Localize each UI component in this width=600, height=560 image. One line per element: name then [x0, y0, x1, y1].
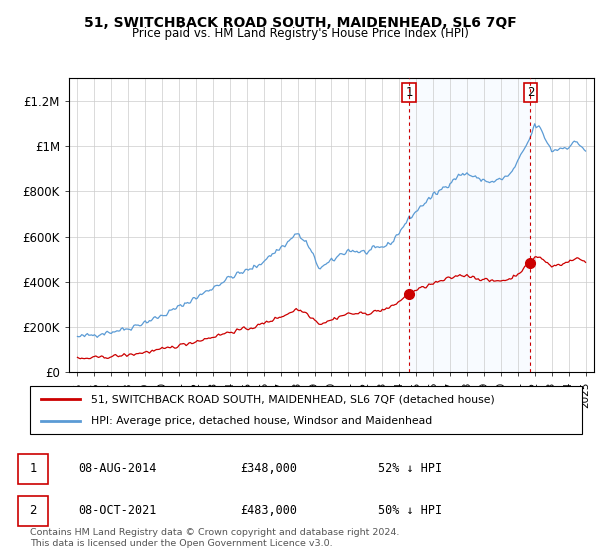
Bar — [409, 78, 530, 372]
Text: £483,000: £483,000 — [240, 505, 297, 517]
Text: Contains HM Land Registry data © Crown copyright and database right 2024.
This d: Contains HM Land Registry data © Crown c… — [30, 528, 400, 548]
Text: 51, SWITCHBACK ROAD SOUTH, MAIDENHEAD, SL6 7QF: 51, SWITCHBACK ROAD SOUTH, MAIDENHEAD, S… — [83, 16, 517, 30]
Text: 2: 2 — [527, 86, 534, 99]
Text: 2: 2 — [29, 505, 37, 517]
Text: Price paid vs. HM Land Registry's House Price Index (HPI): Price paid vs. HM Land Registry's House … — [131, 27, 469, 40]
Text: £348,000: £348,000 — [240, 463, 297, 475]
Text: 52% ↓ HPI: 52% ↓ HPI — [378, 463, 442, 475]
Text: 1: 1 — [29, 463, 37, 475]
Text: 50% ↓ HPI: 50% ↓ HPI — [378, 505, 442, 517]
Text: 08-AUG-2014: 08-AUG-2014 — [78, 463, 157, 475]
Text: 1: 1 — [406, 86, 413, 99]
Text: 51, SWITCHBACK ROAD SOUTH, MAIDENHEAD, SL6 7QF (detached house): 51, SWITCHBACK ROAD SOUTH, MAIDENHEAD, S… — [91, 394, 494, 404]
Text: HPI: Average price, detached house, Windsor and Maidenhead: HPI: Average price, detached house, Wind… — [91, 416, 432, 426]
Text: 08-OCT-2021: 08-OCT-2021 — [78, 505, 157, 517]
